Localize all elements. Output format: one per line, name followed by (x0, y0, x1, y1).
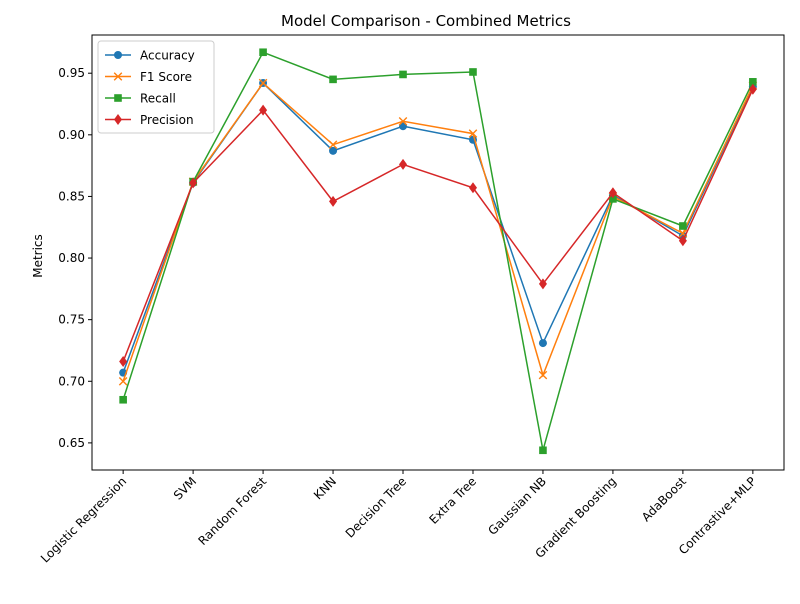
data-point-precision (748, 83, 757, 95)
legend-entry-precision: Precision (105, 113, 194, 127)
legend-entry-recall: Recall (105, 92, 176, 106)
data-point-recall (609, 195, 617, 203)
data-point-precision (119, 356, 128, 368)
series-recall (119, 48, 757, 455)
y-tick-label: 0.65 (58, 436, 85, 450)
data-point-precision (468, 182, 477, 194)
data-point-recall (329, 75, 337, 84)
legend-marker-precision (114, 114, 122, 125)
data-point-accuracy (329, 146, 338, 155)
data-point-recall (259, 48, 267, 57)
y-tick-label: 0.85 (58, 189, 85, 203)
series-precision (119, 83, 757, 368)
data-point-f1-score (118, 376, 128, 386)
series-line-f1-score (122, 81, 754, 382)
data-point-f1-score (398, 116, 408, 126)
data-point-recall (119, 395, 127, 404)
data-point-recall (399, 70, 407, 79)
y-tick-label: 0.70 (58, 374, 85, 388)
data-point-recall (469, 68, 477, 76)
data-point-precision (329, 195, 338, 207)
data-point-precision (189, 177, 198, 189)
legend-entry-accuracy: Accuracy (105, 49, 195, 63)
data-point-precision (399, 158, 408, 170)
data-point-f1-score (538, 370, 548, 380)
data-point-precision (259, 104, 268, 116)
legend: Accuracy F1 Score Recall Precision (97, 40, 215, 134)
data-point-precision (608, 187, 617, 199)
y-tick-label: 0.80 (58, 251, 85, 265)
y-tick-label: 0.75 (58, 313, 85, 327)
legend-entry-f1-score: F1 Score (105, 70, 192, 84)
data-point-recall (539, 446, 547, 455)
legend-label-recall: Recall (140, 92, 176, 106)
data-point-precision (678, 235, 687, 247)
y-tick-label: 0.95 (58, 66, 85, 80)
legend-marker-accuracy (114, 51, 122, 59)
legend-label-precision: Precision (140, 113, 194, 127)
data-point-recall (679, 222, 687, 230)
data-point-precision (538, 278, 547, 290)
data-point-f1-score (468, 129, 478, 138)
legend-label-accuracy: Accuracy (140, 49, 195, 63)
legend-label-f1-score: F1 Score (140, 70, 192, 84)
legend-marker-f1-score (113, 72, 123, 81)
plot-frame (91, 34, 785, 471)
data-point-f1-score (258, 78, 268, 88)
data-point-f1-score (328, 140, 338, 149)
data-point-accuracy (538, 339, 547, 348)
legend-box (97, 40, 215, 134)
legend-marker-recall (114, 94, 122, 102)
series-line-recall (122, 51, 754, 451)
series-line-precision (122, 88, 754, 362)
y-tick-label: 0.90 (58, 128, 85, 142)
data-point-recall (749, 78, 757, 86)
y-axis-label: Metrics (31, 234, 45, 278)
chart-title: Model Comparison - Combined Metrics (281, 12, 571, 30)
